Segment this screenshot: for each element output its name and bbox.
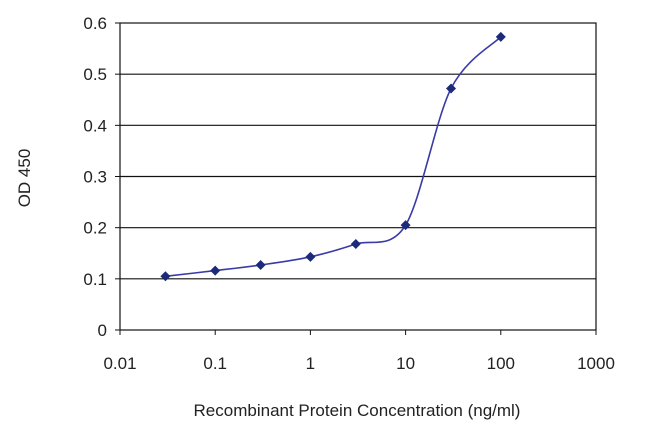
y-tick-label: 0 bbox=[98, 321, 107, 340]
y-tick-label: 0.5 bbox=[83, 65, 107, 84]
y-tick-label: 0.6 bbox=[83, 14, 107, 33]
x-tick-label: 10 bbox=[396, 354, 415, 373]
y-tick-label: 0.2 bbox=[83, 219, 107, 238]
y-axis-title: OD 450 bbox=[15, 149, 34, 208]
x-tick-label: 0.01 bbox=[103, 354, 136, 373]
ticks-layer bbox=[115, 22, 597, 335]
x-tick-label: 0.1 bbox=[203, 354, 227, 373]
labels-layer: 0 0.1 0.2 0.3 0.4 0.5 0.6 0.01 0.1 1 10 100 1000 bbox=[83, 14, 615, 373]
x-tick-label: 1 bbox=[306, 354, 315, 373]
data-point bbox=[255, 260, 266, 271]
x-tick-label: 1000 bbox=[577, 354, 615, 373]
data-point bbox=[210, 265, 221, 276]
y-tick-label: 0.3 bbox=[83, 168, 107, 187]
series-layer bbox=[160, 31, 506, 282]
grid-layer bbox=[119, 22, 597, 331]
y-tick-label: 0.4 bbox=[83, 116, 107, 135]
x-axis-title: Recombinant Protein Concentration (ng/ml… bbox=[194, 401, 521, 420]
data-point bbox=[160, 271, 171, 282]
x-tick-label: 100 bbox=[487, 354, 515, 373]
data-point bbox=[305, 251, 316, 262]
series-line bbox=[165, 36, 502, 278]
y-tick-label: 0.1 bbox=[83, 270, 107, 289]
data-point bbox=[495, 31, 506, 42]
data-point bbox=[446, 83, 457, 94]
data-point bbox=[400, 220, 411, 231]
data-point bbox=[350, 239, 361, 250]
